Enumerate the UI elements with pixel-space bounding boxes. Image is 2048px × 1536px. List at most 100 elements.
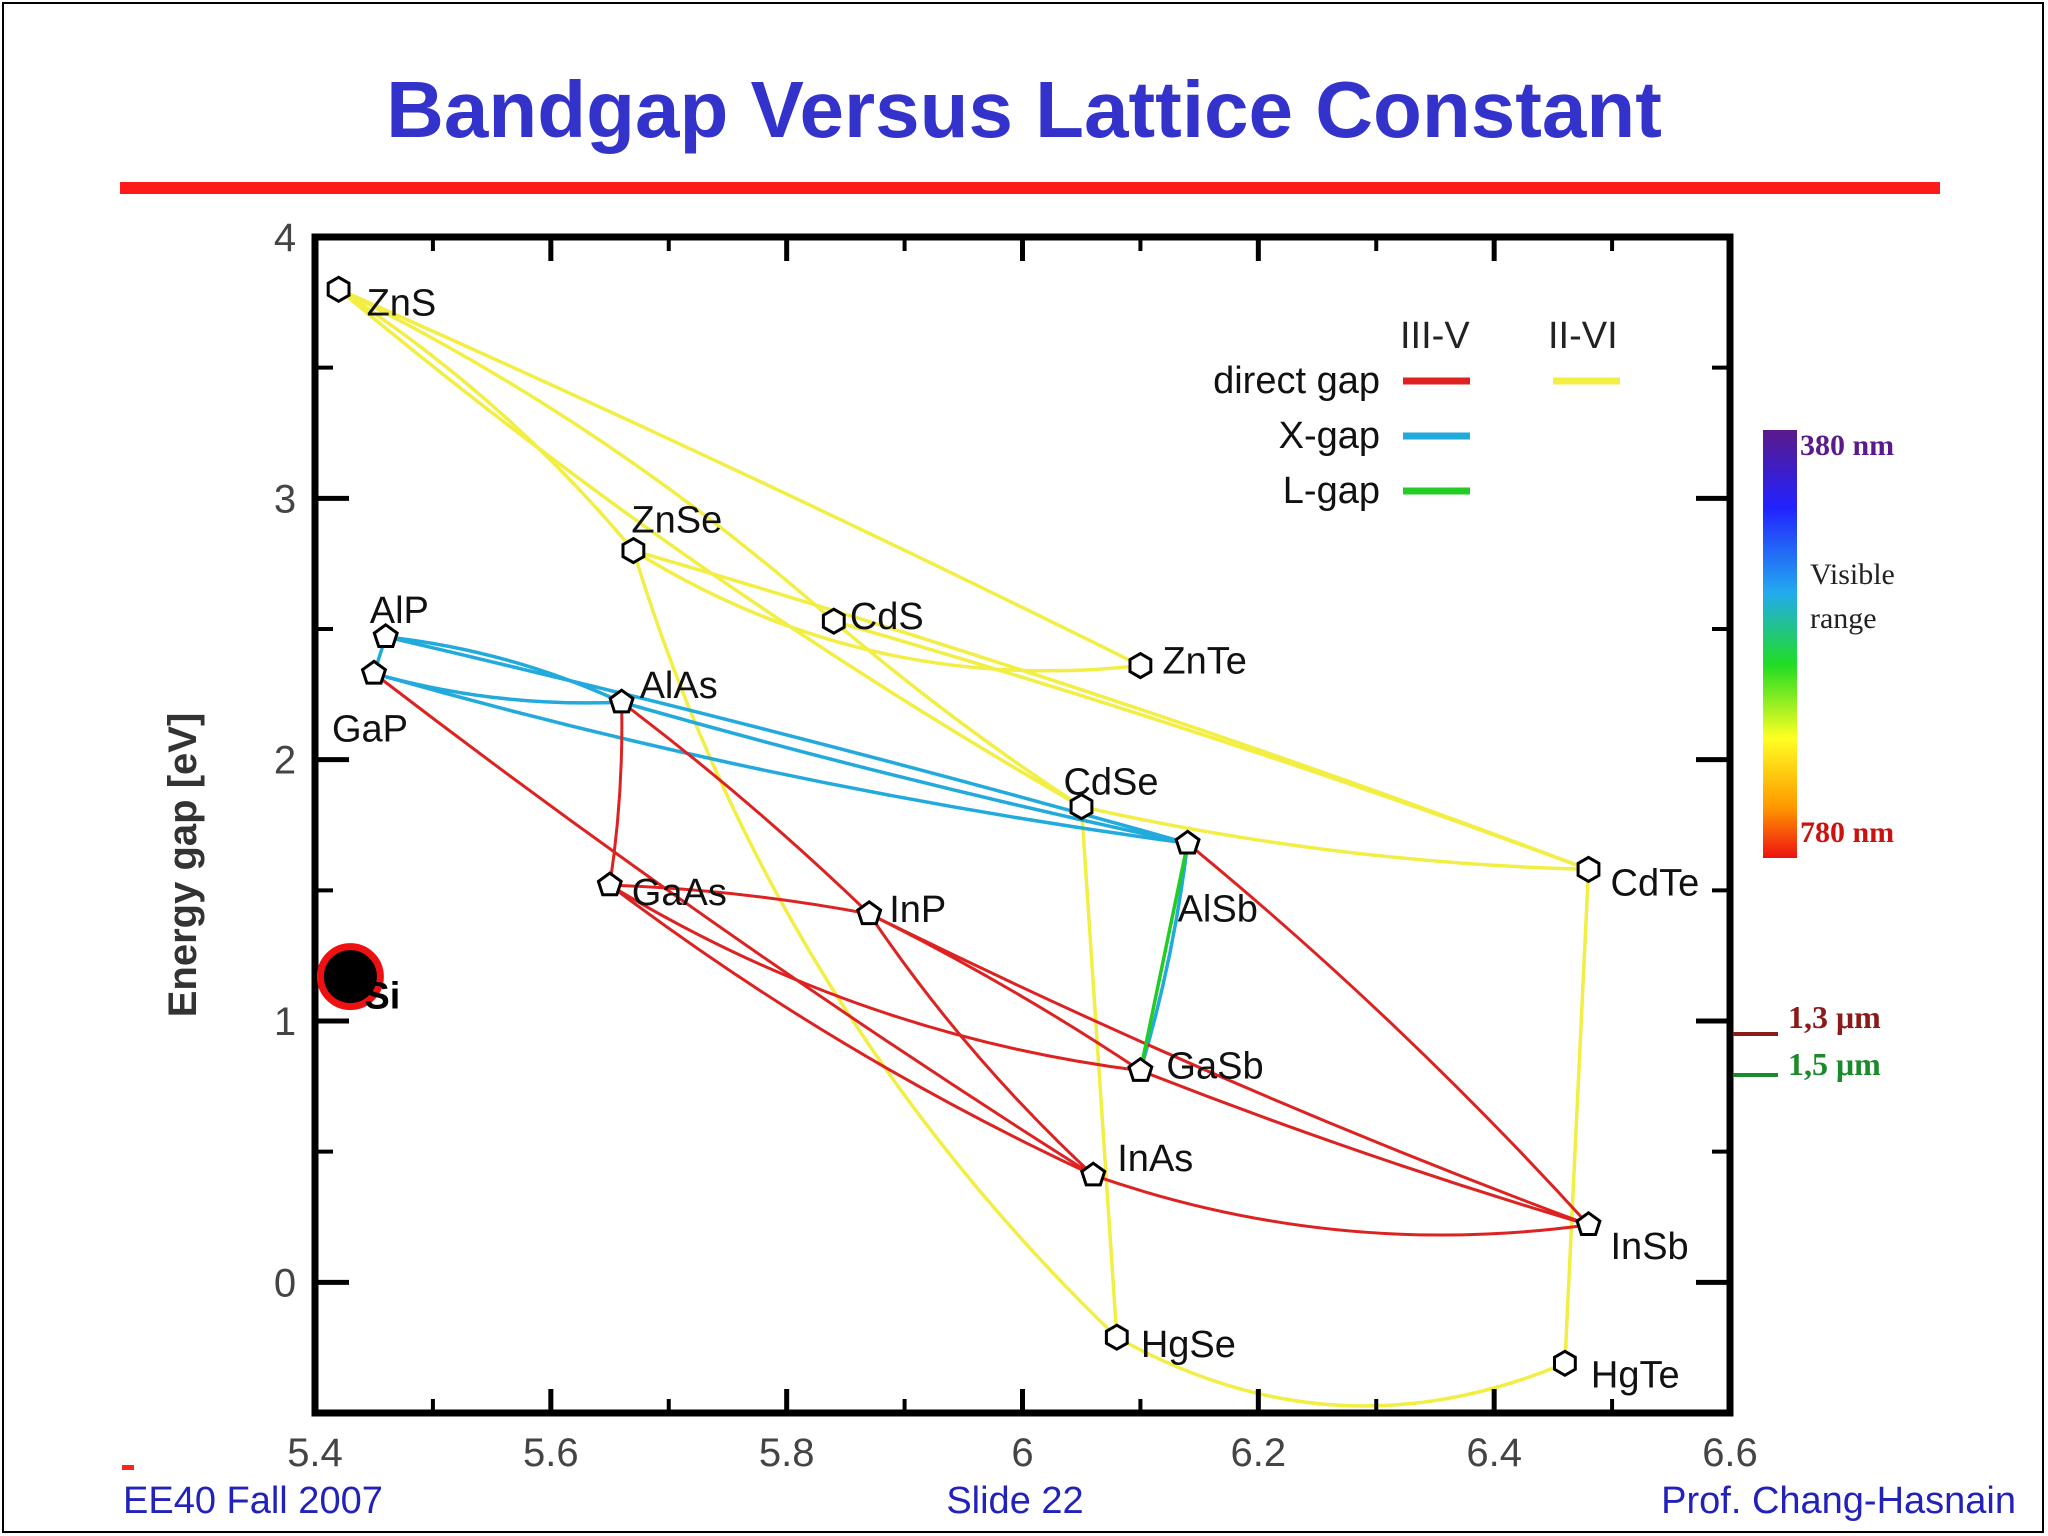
- compound-label: HgSe: [1141, 1324, 1236, 1366]
- legend-label: L-gap: [1283, 470, 1380, 512]
- marker-insb: [1575, 1210, 1602, 1236]
- marker-gap: [360, 659, 388, 685]
- x-tick-label: 6.4: [1466, 1431, 1522, 1475]
- connection-curve: [373, 671, 1188, 846]
- marker-alsb: [1174, 829, 1201, 855]
- footer-mark: [122, 1465, 134, 1470]
- connection-curve: [337, 287, 635, 552]
- connection-curve: [373, 672, 1095, 1177]
- connection-curve: [631, 550, 1119, 1339]
- connection-curve: [868, 912, 1590, 1227]
- connection-curve: [832, 619, 1083, 809]
- connection-curve: [1139, 1069, 1589, 1227]
- visible-range-colorbar: 380 nm Visible range 780 nm 1,3 μm 1,5 μm: [1733, 429, 1895, 1082]
- x-tick-label: 6.2: [1231, 1431, 1287, 1475]
- marker-gasb: [1127, 1056, 1154, 1082]
- marker-inas: [1080, 1161, 1107, 1187]
- compound-label: GaSb: [1166, 1046, 1263, 1088]
- plot-frame: [311, 233, 1734, 1417]
- legend-label: X-gap: [1279, 415, 1380, 457]
- connection-curve: [608, 883, 1094, 1177]
- legend-label: direct gap: [1213, 360, 1380, 402]
- compound-label: AlSb: [1178, 888, 1258, 930]
- connection-curve: [1081, 804, 1589, 872]
- colorbar-middle-label: Visible: [1810, 558, 1895, 591]
- compound-label: InSb: [1611, 1226, 1689, 1268]
- colorbar-gradient: [1763, 430, 1797, 858]
- x-tick-label: 5.6: [523, 1431, 579, 1475]
- x-tick-label: 6.6: [1702, 1431, 1758, 1475]
- compound-label: GaP: [332, 708, 408, 750]
- connection-curve: [1079, 806, 1119, 1338]
- y-tick-label: 2: [274, 739, 296, 783]
- x-tick-label: 5.8: [759, 1431, 815, 1475]
- connection-curve: [373, 671, 622, 705]
- legend-header-iii-v: III-V: [1400, 315, 1470, 357]
- connection-curve: [385, 635, 623, 704]
- slide-title: Bandgap Versus Lattice Constant: [386, 65, 1662, 154]
- y-tick-label: 4: [274, 216, 296, 260]
- wavelength-label: 1,3 μm: [1788, 999, 1881, 1035]
- compound-label: InP: [889, 889, 946, 931]
- marker-inp: [856, 900, 883, 926]
- connection-curve: [608, 702, 624, 886]
- footer-slide-number: Slide 22: [946, 1480, 1084, 1522]
- compound-label: ZnSe: [631, 500, 722, 542]
- marker-znse: [621, 536, 646, 565]
- y-tick-label: 1: [274, 1000, 296, 1044]
- connection-curve: [1115, 1335, 1566, 1408]
- legend-header-ii-vi: II-VI: [1548, 315, 1618, 357]
- marker-alas: [608, 688, 635, 714]
- marker-znte: [1128, 651, 1153, 680]
- x-tick-label: 6: [1011, 1431, 1033, 1475]
- marker-cdse: [1069, 792, 1094, 821]
- connection-curve: [867, 913, 1095, 1177]
- connection-curve: [1186, 842, 1590, 1226]
- marker-hgte: [1553, 1349, 1577, 1378]
- connection-curve: [337, 287, 835, 623]
- connection-curve: [337, 287, 1142, 668]
- connection-curve: [632, 549, 1141, 673]
- title-rule: [120, 182, 1940, 194]
- connection-curve: [620, 700, 871, 915]
- marker-hgse: [1104, 1323, 1129, 1351]
- footer-author: Prof. Chang-Hasnain: [1661, 1480, 2016, 1522]
- connection-curve: [609, 883, 870, 916]
- chart-legend: III-V II-VI direct gap X-gap L-gap: [1213, 315, 1620, 512]
- y-tick-label: 0: [274, 1261, 296, 1305]
- marker-alp: [372, 622, 399, 648]
- x-tick-label: 5.4: [287, 1431, 343, 1475]
- marker-cdte: [1576, 855, 1601, 884]
- compound-label: CdS: [850, 596, 924, 638]
- colorbar-middle-label: range: [1810, 602, 1877, 635]
- compound-label: InAs: [1117, 1138, 1193, 1180]
- marker-cds: [821, 607, 846, 635]
- connection-curve: [609, 883, 1141, 1073]
- y-tick-label: 3: [274, 477, 296, 521]
- compound-label: CdSe: [1063, 762, 1158, 804]
- connection-curve: [337, 287, 1083, 809]
- connection-curve: [833, 619, 1590, 872]
- colorbar-top-label: 380 nm: [1800, 429, 1894, 462]
- chart-axes: 5.4 5.6 5.8 6 6.2 6.4 6.6 0 1 2 3 4 Energy gap [eV]: [161, 216, 1758, 1475]
- marker-gaas: [596, 871, 623, 897]
- si-label: Si: [364, 976, 400, 1018]
- connection-curve: [385, 635, 1189, 845]
- connection-curve: [621, 700, 1188, 846]
- connection-curves: [337, 287, 1591, 1408]
- colorbar-bottom-label: 780 nm: [1800, 816, 1894, 849]
- si-marker: [316, 943, 384, 1011]
- connection-curve: [1138, 842, 1190, 1072]
- compound-markers: ZnS ZnSe CdS ZnTe CdSe CdTe HgSe HgTe AlP GaP AlAs…: [316, 275, 1700, 1396]
- wavelength-label: 1,5 μm: [1788, 1046, 1881, 1082]
- compound-label: CdTe: [1611, 862, 1700, 904]
- compound-label: ZnS: [367, 282, 437, 324]
- compound-label: HgTe: [1591, 1354, 1680, 1396]
- compound-label: GaAs: [632, 872, 727, 914]
- footer-course: EE40 Fall 2007: [123, 1480, 383, 1522]
- compound-label: AlP: [370, 590, 429, 632]
- connection-curve: [1563, 869, 1591, 1364]
- compound-label: AlAs: [640, 665, 718, 707]
